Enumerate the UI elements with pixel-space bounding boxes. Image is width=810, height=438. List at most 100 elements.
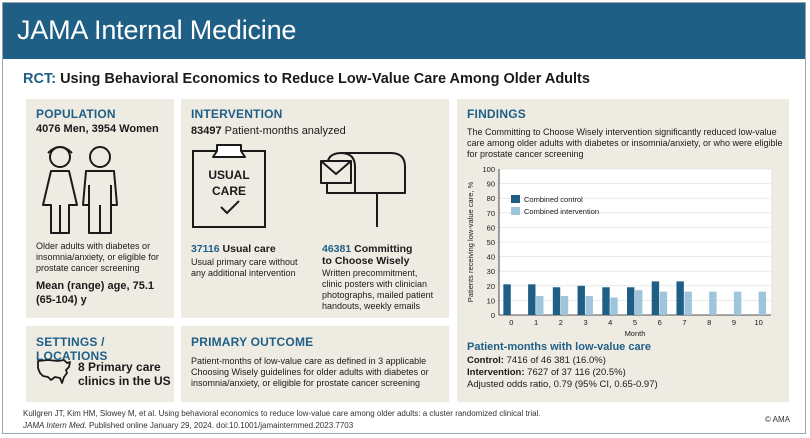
clipboard-icon: USUAL CARE bbox=[192, 144, 266, 228]
findings-summary-3: for prostate cancer screening bbox=[467, 149, 584, 159]
bar-control bbox=[528, 284, 536, 315]
clipboard-text-1: USUAL bbox=[208, 168, 249, 182]
bar-intervention bbox=[684, 291, 692, 315]
legend-label: Combined control bbox=[524, 195, 583, 204]
outcome-heading: PRIMARY OUTCOME bbox=[191, 335, 314, 349]
y-tick-label: 90 bbox=[487, 180, 495, 189]
x-tick-label: 1 bbox=[534, 318, 538, 327]
settings-heading: SETTINGS / LOCATIONS bbox=[36, 335, 108, 363]
bar-control bbox=[602, 287, 610, 315]
intervention-result-label: Intervention: bbox=[467, 367, 525, 378]
outcome-panel: PRIMARY OUTCOME Patient-months of low-va… bbox=[181, 326, 449, 402]
outcome-line-2: Choosing Wisely guidelines for older adu… bbox=[191, 367, 429, 377]
x-tick-label: 5 bbox=[633, 318, 637, 327]
cw-desc-4: handouts, weekly emails bbox=[322, 301, 421, 311]
people-icon bbox=[42, 146, 118, 234]
population-heading: POPULATION bbox=[36, 107, 116, 121]
x-tick-label: 2 bbox=[559, 318, 563, 327]
settings-panel: SETTINGS / LOCATIONS 8 Primary care clin… bbox=[26, 326, 174, 402]
y-tick-label: 0 bbox=[491, 311, 495, 320]
bar-intervention bbox=[709, 291, 717, 315]
x-tick-label: 6 bbox=[658, 318, 662, 327]
header-banner: JAMA Internal Medicine bbox=[3, 3, 805, 59]
x-tick-label: 9 bbox=[732, 318, 736, 327]
odds-ratio: Adjusted odds ratio, 0.79 (95% CI, 0.65-… bbox=[467, 379, 658, 390]
y-tick-label: 50 bbox=[487, 238, 495, 247]
usual-care-desc-1: Usual primary care without bbox=[191, 257, 298, 267]
outcome-line-1: Patient-months of low-value care as defi… bbox=[191, 356, 427, 366]
copyright: © AMA bbox=[765, 415, 791, 424]
y-tick-label: 40 bbox=[487, 253, 495, 262]
bar-control bbox=[577, 285, 585, 315]
population-panel: POPULATION 4076 Men, 3954 Women Older ad… bbox=[26, 99, 174, 318]
x-tick-label: 10 bbox=[754, 318, 762, 327]
cw-desc-1: Written precommitment, bbox=[322, 268, 418, 278]
journal-title: JAMA Internal Medicine bbox=[17, 15, 297, 45]
x-tick-label: 7 bbox=[682, 318, 686, 327]
intervention-count: 83497 bbox=[191, 125, 222, 137]
infographic: JAMA Internal Medicine RCT: Using Behavi… bbox=[2, 2, 806, 434]
bar-intervention bbox=[560, 296, 569, 315]
findings-summary-2: care among older adults with diabetes or… bbox=[467, 138, 783, 148]
bar-intervention bbox=[733, 291, 742, 315]
bar-intervention bbox=[610, 297, 618, 315]
legend-swatch bbox=[511, 207, 520, 215]
y-tick-label: 10 bbox=[487, 296, 495, 305]
us-map-icon bbox=[37, 359, 71, 384]
y-tick-label: 70 bbox=[487, 209, 495, 218]
bar-control bbox=[552, 287, 561, 315]
bar-control bbox=[676, 281, 684, 315]
settings-line-2: clinics in the US bbox=[78, 374, 171, 388]
cw-desc-2: clinic posters with clinician bbox=[322, 279, 428, 289]
headline-prefix: RCT: bbox=[23, 71, 57, 87]
findings-heading: FINDINGS bbox=[467, 107, 526, 121]
pm-heading: Patient-months with low-value care bbox=[467, 341, 651, 353]
population-age-1: Mean (range) age, 75.1 bbox=[36, 280, 154, 292]
population-counts: 4076 Men, 3954 Women bbox=[36, 123, 159, 135]
cw-label-1: Committing bbox=[354, 243, 413, 255]
mailbox-icon bbox=[320, 152, 406, 227]
intervention-heading: INTERVENTION bbox=[191, 107, 283, 121]
bar-intervention bbox=[635, 290, 643, 315]
citation-line-2: JAMA Intern Med. Published online Januar… bbox=[23, 421, 353, 432]
x-tick-label: 0 bbox=[509, 318, 513, 327]
control-line: Control: 7416 of 46 381 (16.0%) bbox=[467, 355, 606, 366]
cw-label-2: to Choose Wisely bbox=[322, 255, 410, 267]
usual-care-label: Usual care bbox=[222, 243, 276, 255]
control-label: Control: bbox=[467, 355, 504, 366]
y-tick-label: 60 bbox=[487, 223, 495, 232]
y-tick-label: 100 bbox=[482, 165, 495, 174]
y-tick-label: 20 bbox=[487, 282, 495, 291]
clipboard-text-2: CARE bbox=[212, 184, 246, 198]
settings-line-1: 8 Primary care bbox=[78, 360, 161, 374]
legend-label: Combined intervention bbox=[524, 207, 599, 216]
x-tick-label: 8 bbox=[707, 318, 711, 327]
findings-chart: 0 10 20 30 40 50 60 70 80 90 100 0 1 2 3 4 5 6 7 8 9 10 Month P… bbox=[466, 165, 771, 338]
y-tick-label: 80 bbox=[487, 194, 495, 203]
intervention-count-line: 83497 Patient-months analyzed bbox=[191, 125, 346, 138]
outcome-line-3: insomnia/anxiety, or eligible for prosta… bbox=[191, 378, 420, 388]
y-tick-label: 30 bbox=[487, 267, 495, 276]
intervention-result-value: 7627 of 37 116 (20.5%) bbox=[527, 367, 626, 378]
usual-care-count: 37116 bbox=[191, 243, 220, 255]
citation-details: Published online January 29, 2024. doi:1… bbox=[88, 421, 354, 430]
usual-care-title: 37116 Usual care bbox=[191, 243, 276, 255]
bar-intervention bbox=[536, 296, 544, 315]
cw-count: 46381 bbox=[322, 243, 352, 255]
control-value: 7416 of 46 381 (16.0%) bbox=[506, 355, 606, 366]
intervention-panel: INTERVENTION 83497 Patient-months analyz… bbox=[181, 99, 449, 318]
population-age-2: (65-104) y bbox=[36, 294, 87, 306]
bar-control bbox=[651, 281, 660, 315]
intervention-count-label: Patient-months analyzed bbox=[224, 125, 346, 137]
bar-intervention bbox=[758, 291, 767, 315]
bar-control bbox=[503, 284, 511, 315]
population-description: Older adults with diabetes or insomnia/a… bbox=[36, 241, 159, 273]
findings-panel: FINDINGS The Committing to Choose Wisely… bbox=[457, 99, 789, 402]
bar-intervention bbox=[659, 291, 668, 315]
y-axis-label: Patients receiving low-value care, % bbox=[466, 181, 475, 302]
x-tick-label: 4 bbox=[608, 318, 612, 327]
cw-desc-3: photographs, mailed patient bbox=[322, 290, 434, 300]
cw-title-1: 46381 Committing bbox=[322, 243, 412, 255]
legend-swatch bbox=[511, 195, 520, 203]
bar-control bbox=[627, 287, 635, 315]
